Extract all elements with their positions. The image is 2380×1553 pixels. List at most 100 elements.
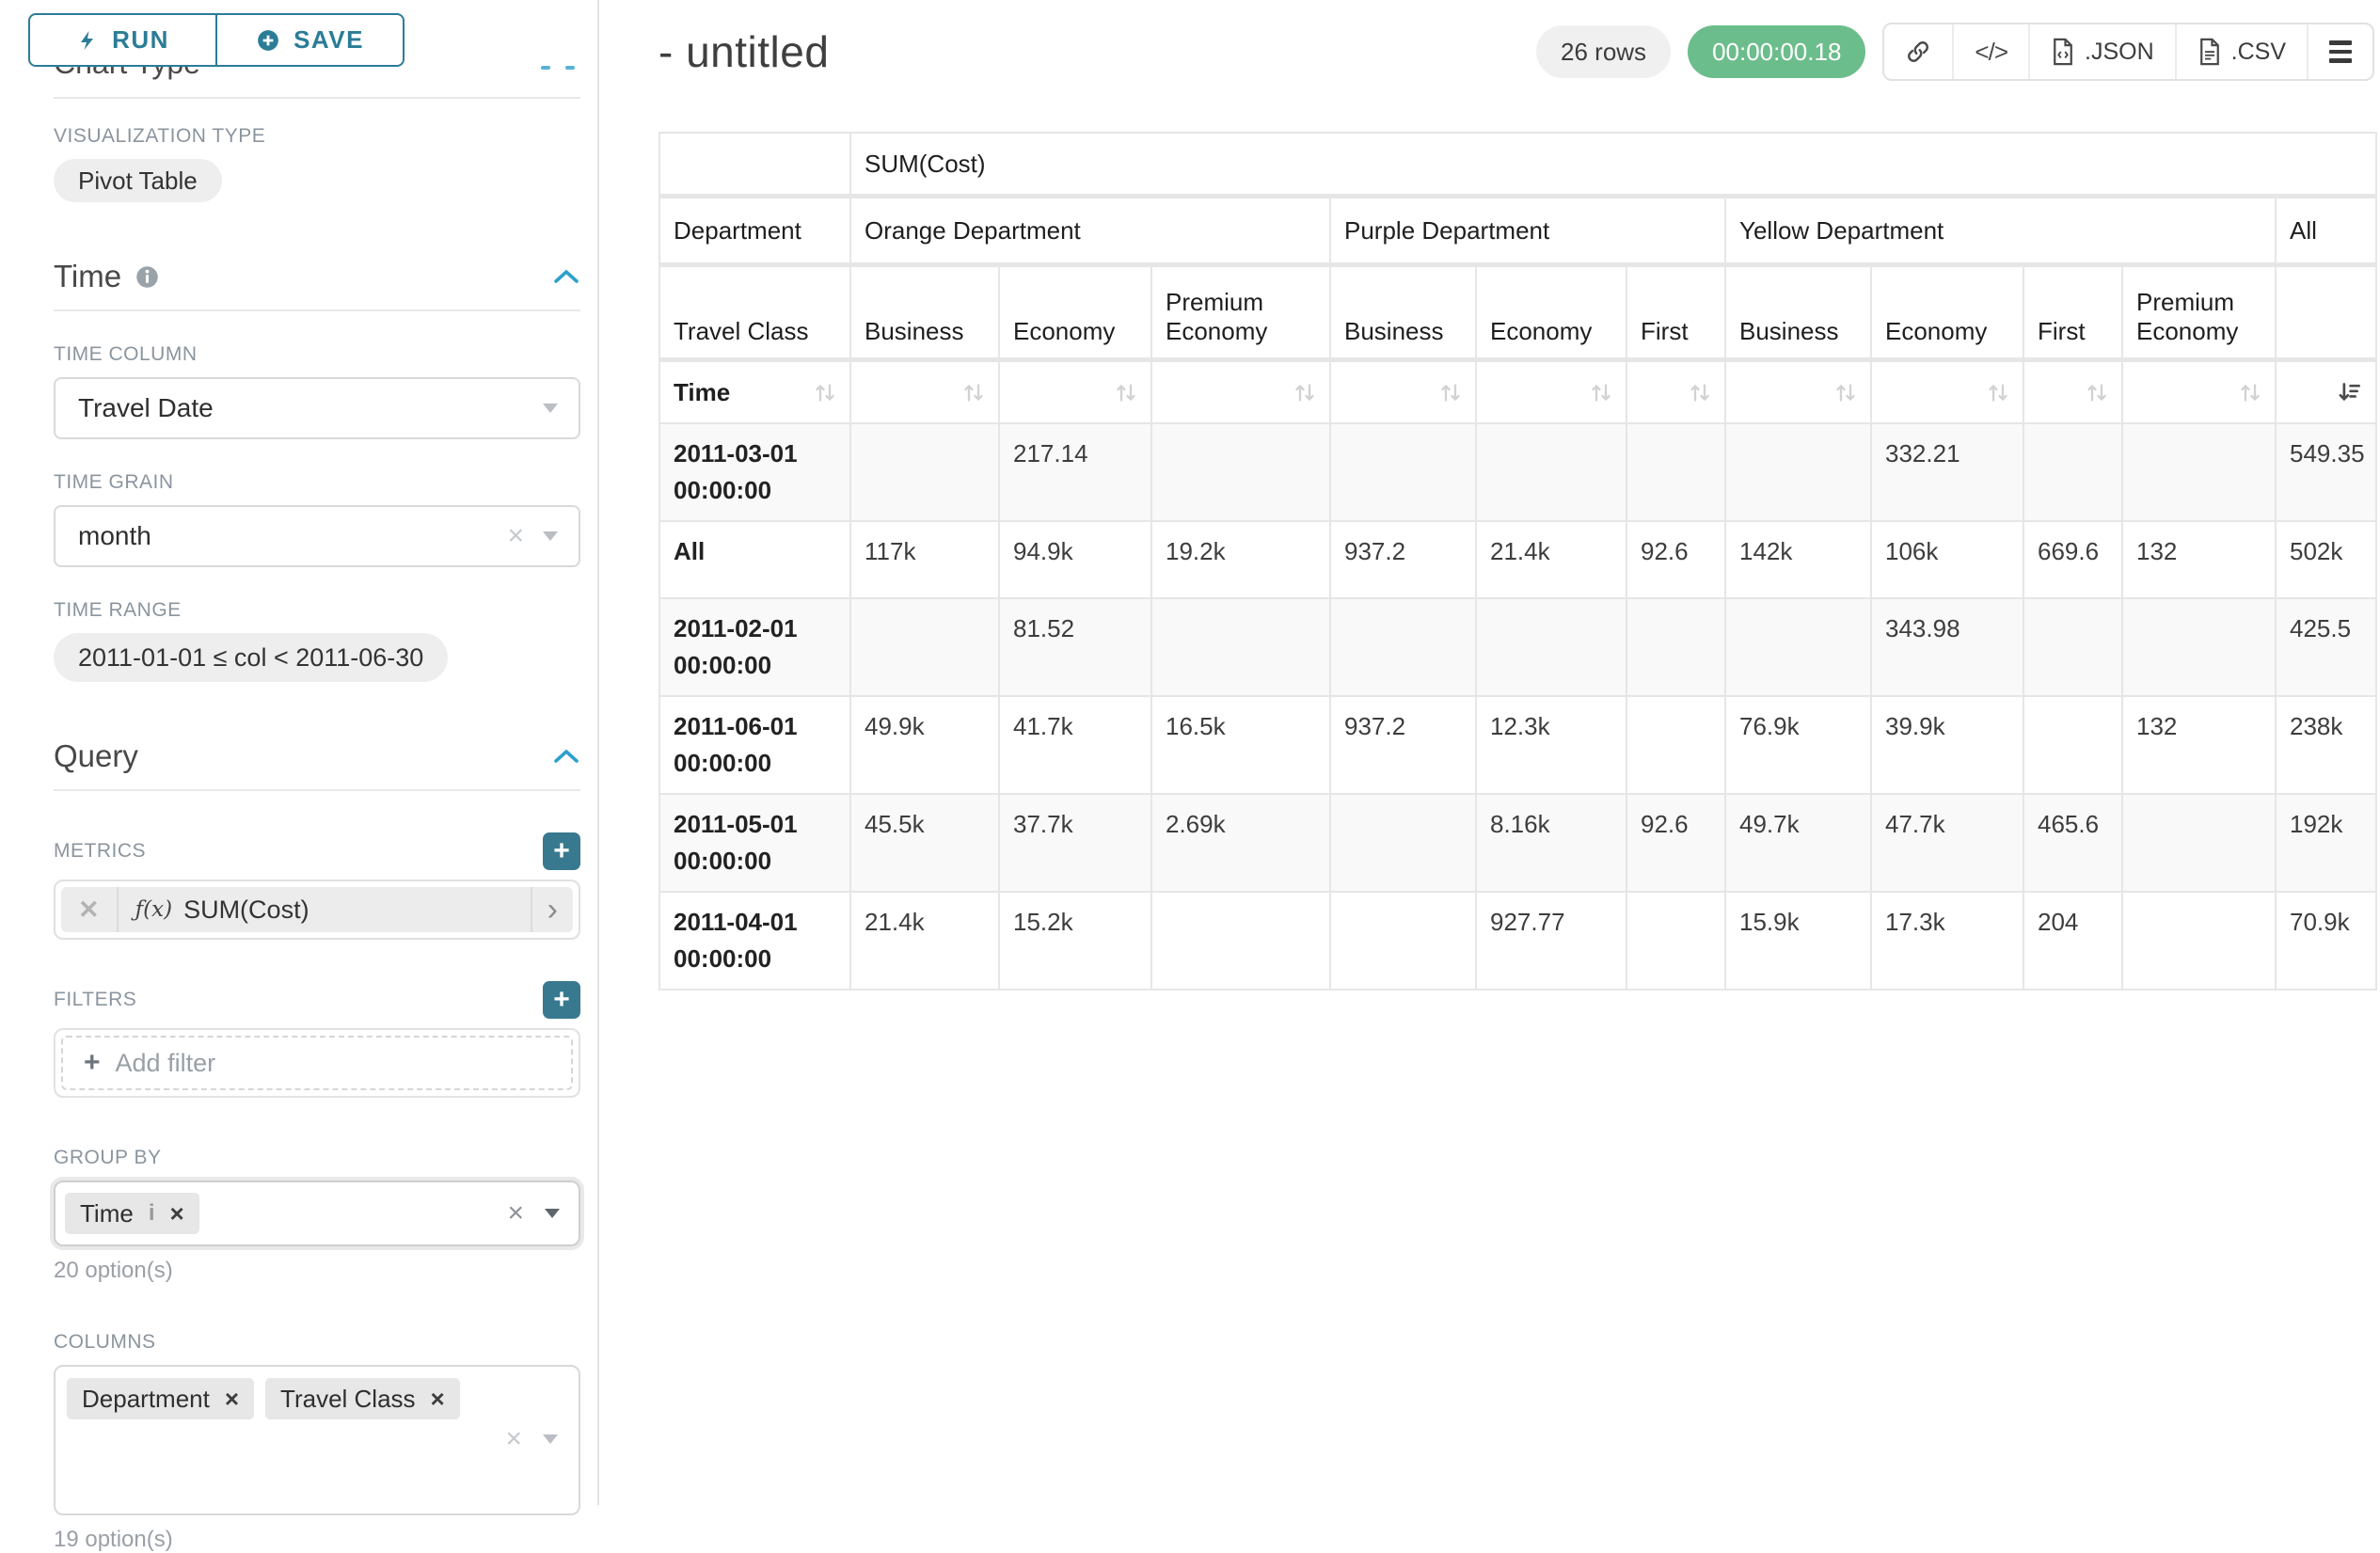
- run-button[interactable]: RUN: [28, 13, 216, 67]
- sort-icon[interactable]: [1439, 380, 1462, 405]
- pivot-body: 2011-03-01 00:00:00 217.14 332.21 549.35 All…: [658, 422, 2378, 990]
- pivot-cell: 2.69k: [1150, 793, 1331, 893]
- add-filter-button[interactable]: +: [543, 981, 580, 1019]
- caret-down-icon: [543, 404, 558, 420]
- add-metric-button[interactable]: +: [543, 832, 580, 870]
- caret-down-icon[interactable]: [543, 1434, 558, 1451]
- pivot-metric-header: SUM(Cost): [849, 132, 2378, 198]
- clear-icon[interactable]: ×: [507, 1197, 524, 1228]
- export-csv-button[interactable]: .CSV: [2174, 24, 2307, 79]
- file-json-icon: [2054, 38, 2072, 66]
- copy-link-button[interactable]: [1884, 24, 1952, 79]
- columns-option-count: 19 option(s): [54, 1527, 173, 1552]
- sort-icon[interactable]: [1293, 380, 1316, 405]
- pivot-sort-cell: [1329, 358, 1477, 424]
- table-row: 2011-02-01 00:00:00 81.52 343.98 425.5: [658, 597, 2378, 697]
- sort-icon[interactable]: [962, 380, 985, 405]
- pivot-sort-cell: [2121, 358, 2277, 424]
- caret-down-icon[interactable]: [545, 1209, 560, 1226]
- view-query-button[interactable]: </>: [1952, 24, 2028, 79]
- pivot-col-group-header: All: [2274, 195, 2378, 267]
- save-button[interactable]: SAVE: [216, 13, 405, 67]
- sort-icon[interactable]: [1834, 380, 1857, 405]
- columns-chip[interactable]: Travel Class ×: [265, 1378, 460, 1419]
- sort-icon[interactable]: [1115, 380, 1137, 405]
- pivot-col-header: Business: [1329, 263, 1477, 362]
- pivot-cell: 49.9k: [849, 695, 1000, 795]
- remove-chip-icon[interactable]: ×: [224, 1384, 240, 1413]
- pivot-cell: 70.9k: [2274, 891, 2378, 990]
- pivot-cell: [1626, 891, 1726, 990]
- remove-chip-icon[interactable]: ×: [169, 1198, 184, 1228]
- pivot-cell: [1329, 793, 1477, 893]
- time-range-pill[interactable]: 2011-01-01 ≤ col < 2011-06-30: [54, 633, 449, 682]
- sort-icon[interactable]: [814, 380, 836, 405]
- clear-icon[interactable]: ×: [507, 520, 524, 551]
- chart-title[interactable]: - untitled: [658, 27, 830, 76]
- metric-chip[interactable]: ✕ ƒ(x) SUM(Cost) ›: [61, 887, 573, 932]
- time-column-value: Travel Date: [78, 393, 214, 422]
- csv-label: .CSV: [2230, 38, 2286, 65]
- sort-icon[interactable]: [1590, 380, 1612, 405]
- sort-icon[interactable]: [2239, 380, 2261, 405]
- pivot-sort-cell: [1475, 358, 1627, 424]
- pivot-col-group-header: Yellow Department: [1724, 195, 2277, 267]
- app-layout: RUN SAVE Chart Type VISUALIZATION TYPE P…: [28, 0, 2378, 1552]
- pivot-row-header: 2011-04-01 00:00:00: [658, 891, 851, 990]
- pivot-col-header: Economy: [1475, 263, 1627, 362]
- time-section-header[interactable]: Time: [54, 259, 580, 294]
- pivot-sort-row: Time: [658, 358, 2378, 424]
- metric-name: SUM(Cost): [183, 895, 309, 924]
- clear-icon[interactable]: ×: [505, 1423, 522, 1454]
- pivot-cell: 937.2: [1329, 695, 1477, 795]
- group-by-select[interactable]: Time i × ×: [54, 1181, 580, 1246]
- pivot-sort-cell: [2274, 358, 2378, 424]
- remove-metric-icon[interactable]: ✕: [61, 887, 119, 932]
- pivot-cell: [1150, 422, 1331, 522]
- time-column-select[interactable]: Travel Date: [54, 377, 580, 439]
- export-json-button[interactable]: .JSON: [2028, 24, 2175, 79]
- sort-icon[interactable]: [1689, 380, 1711, 405]
- pivot-row-header: 2011-06-01 00:00:00: [658, 695, 851, 795]
- pivot-cell: [1626, 597, 1726, 697]
- plus-icon: +: [84, 1047, 101, 1078]
- query-timer-badge: 00:00:00.18: [1688, 25, 1866, 78]
- pivot-sort-cell: [1150, 358, 1331, 424]
- file-csv-icon: [2199, 38, 2219, 66]
- pivot-row-header: 2011-02-01 00:00:00: [658, 597, 851, 697]
- filters-label: FILTERS: [54, 989, 137, 1010]
- table-row: 2011-04-01 00:00:00 21.4k 15.2k 927.77 15.9k…: [658, 891, 2378, 990]
- sort-icon[interactable]: [1987, 380, 2009, 405]
- run-save-group: RUN SAVE: [28, 13, 405, 67]
- pivot-cell: [1724, 422, 1872, 522]
- pivot-cell: 204: [2023, 891, 2123, 990]
- query-section-header[interactable]: Query: [54, 738, 580, 774]
- pivot-cell: 21.4k: [849, 891, 1000, 990]
- header-badges: 26 rows 00:00:00.18 </> .JSON .: [1536, 23, 2374, 81]
- viz-type-pill[interactable]: Pivot Table: [54, 159, 222, 202]
- menu-button[interactable]: [2307, 24, 2372, 79]
- pivot-row-header: 2011-05-01 00:00:00: [658, 793, 851, 893]
- pivot-sort-cell: [1870, 358, 2024, 424]
- columns-select[interactable]: Department × Travel Class × ×: [54, 1365, 580, 1515]
- chip-label: Travel Class: [280, 1384, 416, 1413]
- pivot-cell: 92.6: [1626, 793, 1726, 893]
- chevron-up-icon[interactable]: [552, 267, 580, 286]
- time-grain-select[interactable]: month ×: [54, 505, 580, 567]
- sort-desc-active-icon[interactable]: [2337, 380, 2362, 405]
- pivot-row-dim2-label: Travel Class: [658, 263, 851, 362]
- pivot-cell: [2023, 422, 2123, 522]
- columns-chip[interactable]: Department ×: [67, 1378, 255, 1419]
- pivot-row-header: All: [658, 520, 851, 599]
- chevron-right-icon[interactable]: ›: [530, 887, 573, 932]
- chevron-up-icon[interactable]: [552, 747, 580, 766]
- table-row: 2011-06-01 00:00:00 49.9k 41.7k 16.5k 937.2 1…: [658, 695, 2378, 795]
- remove-chip-icon[interactable]: ×: [430, 1384, 445, 1413]
- add-filter-dropzone[interactable]: + Add filter: [61, 1036, 573, 1090]
- group-by-chip[interactable]: Time i ×: [65, 1193, 199, 1234]
- sort-icon[interactable]: [2086, 380, 2108, 405]
- info-icon: [136, 265, 158, 288]
- pivot-cell: 12.3k: [1475, 695, 1627, 795]
- pivot-sort-cell: [2023, 358, 2123, 424]
- group-by-option-count: 20 option(s): [54, 1258, 173, 1283]
